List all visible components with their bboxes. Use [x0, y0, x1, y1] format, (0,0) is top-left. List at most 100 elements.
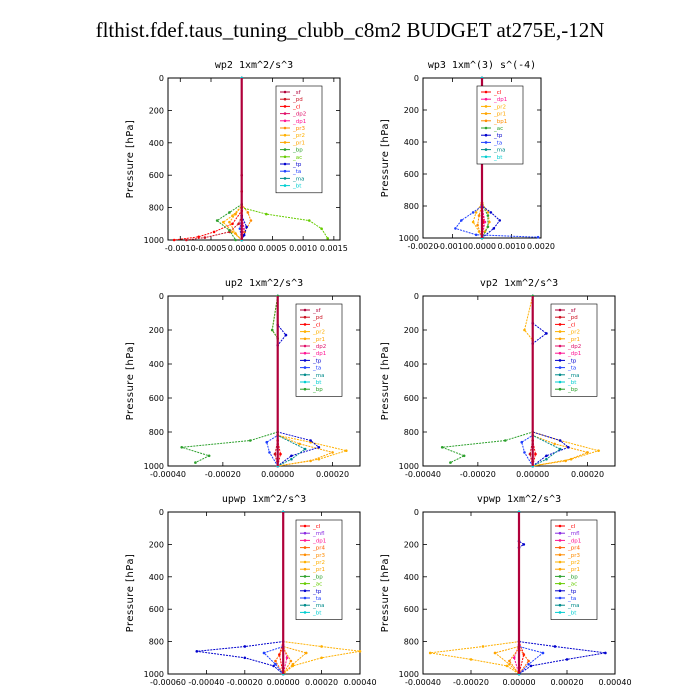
- y-tick-label: 0: [414, 508, 419, 517]
- legend-label: _pr1: [567, 567, 580, 573]
- data-point: [212, 230, 216, 234]
- series-line: [196, 512, 284, 675]
- legend-label: _pr3: [292, 126, 306, 132]
- x-tick-label: 0.0000: [468, 242, 496, 251]
- data-point: [245, 225, 248, 229]
- data-point: [534, 452, 537, 456]
- legend-label: _mfl: [567, 531, 580, 537]
- y-tick-label: 400: [149, 573, 164, 582]
- data-point: [536, 235, 540, 239]
- legend-marker: [558, 524, 562, 528]
- data-point: [289, 659, 293, 663]
- y-tick-label: 200: [404, 106, 419, 115]
- legend-marker: [484, 126, 488, 130]
- legend-label: _pd: [312, 315, 323, 321]
- legend-marker: [558, 611, 562, 614]
- legend-label: _cl: [292, 104, 301, 110]
- data-point: [503, 439, 507, 442]
- y-tick-label: 600: [149, 605, 164, 614]
- data-point: [471, 211, 475, 214]
- data-point: [320, 645, 323, 648]
- series-line: [493, 512, 520, 675]
- y-tick-label: 0: [159, 74, 164, 83]
- legend-marker: [303, 344, 307, 348]
- legend-label: _pd: [292, 97, 303, 103]
- series-line: [266, 296, 279, 467]
- data-point: [481, 645, 485, 648]
- data-point: [197, 235, 201, 239]
- data-point: [527, 662, 530, 666]
- series-line: [532, 296, 570, 467]
- y-tick-label: 600: [404, 605, 419, 614]
- plot-frame: [422, 295, 616, 467]
- legend-label: _dp2: [312, 344, 326, 350]
- data-point: [462, 454, 466, 458]
- data-point: [505, 664, 509, 668]
- legend-label: _ta: [312, 596, 321, 602]
- data-point: [498, 219, 502, 222]
- data-point: [428, 651, 432, 655]
- data-point: [291, 662, 295, 666]
- legend-marker: [303, 351, 307, 355]
- legend-marker: [283, 119, 287, 123]
- legend-label: _cl: [312, 524, 321, 530]
- legend-label: _pd: [567, 315, 578, 321]
- legend-label: _pr2: [567, 330, 580, 336]
- x-tick-label: 0.0010: [289, 244, 317, 253]
- data-point: [545, 457, 548, 461]
- x-tick-label: -0.00040: [405, 678, 441, 687]
- data-point: [317, 457, 321, 461]
- data-point: [483, 220, 487, 224]
- legend-marker: [303, 323, 307, 326]
- legend-marker: [558, 589, 562, 593]
- legend-marker: [303, 524, 307, 528]
- legend-marker: [303, 575, 307, 578]
- data-point: [488, 220, 491, 224]
- legend-label: _dp1: [567, 538, 581, 544]
- legend-label: _pr3: [312, 553, 326, 559]
- data-point: [440, 446, 444, 449]
- legend-label: _dp2: [292, 112, 306, 118]
- legend-label: _bt: [493, 155, 503, 161]
- legend-label: _ac: [292, 155, 302, 161]
- x-tick-label: -0.00020: [460, 470, 496, 479]
- data-point: [234, 212, 237, 216]
- data-point: [228, 220, 231, 224]
- x-tick-label: 0.0010: [498, 242, 526, 251]
- data-point: [529, 664, 533, 668]
- data-point: [545, 454, 548, 458]
- data-point: [279, 452, 282, 456]
- legend-label: _pr2: [292, 133, 305, 139]
- data-point: [358, 650, 362, 653]
- legend-label: _pr1: [567, 337, 580, 343]
- data-point: [194, 461, 197, 464]
- y-tick-label: 400: [149, 360, 164, 369]
- legend-marker: [484, 112, 488, 115]
- legend-marker: [303, 611, 307, 614]
- legend-label: _sf: [292, 90, 302, 96]
- data-point: [185, 238, 188, 242]
- x-tick-label: 0.00000: [516, 470, 549, 479]
- legend-marker: [558, 351, 562, 355]
- legend-label: _cl: [493, 90, 502, 96]
- data-point: [564, 459, 567, 463]
- data-point: [268, 451, 271, 454]
- legend-marker: [484, 141, 488, 144]
- data-point: [246, 211, 250, 214]
- y-tick-label: 800: [149, 428, 164, 437]
- data-point: [493, 651, 497, 655]
- legend-marker: [484, 148, 488, 151]
- y-tick-label: 800: [149, 638, 164, 647]
- legend-marker: [283, 90, 287, 94]
- legend-marker: [303, 337, 307, 341]
- data-point: [486, 211, 490, 214]
- legend-marker: [558, 531, 562, 535]
- legend-marker: [303, 366, 307, 369]
- panel-title: upwp 1xm^2/s^3: [222, 494, 306, 505]
- y-tick-label: 200: [149, 106, 164, 115]
- y-axis-label: Pressure [hPa]: [380, 342, 391, 421]
- legend-marker: [484, 90, 488, 94]
- legend-marker: [303, 603, 307, 607]
- data-point: [512, 656, 516, 660]
- data-point: [553, 645, 557, 648]
